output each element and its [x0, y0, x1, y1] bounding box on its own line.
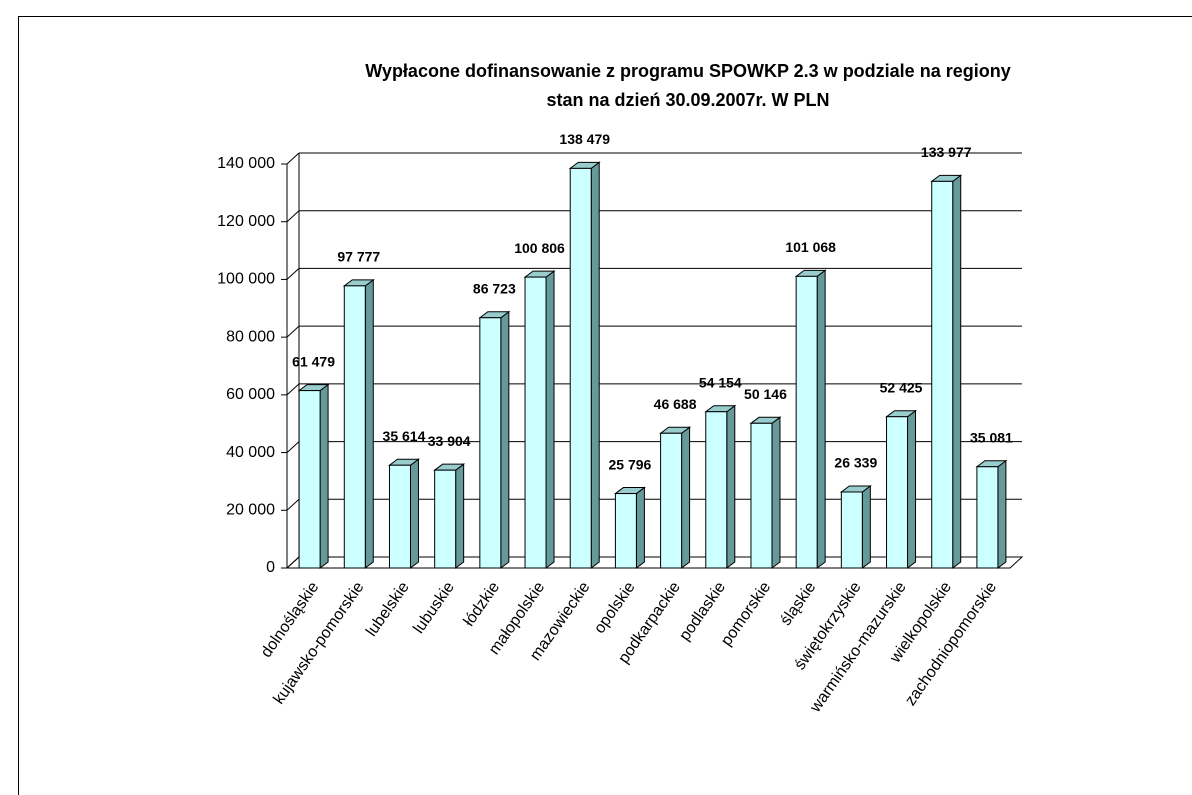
y-tick-label: 100 000 — [217, 271, 275, 288]
bar — [524, 276, 547, 569]
bar — [886, 416, 909, 569]
bar — [976, 466, 999, 569]
y-tick-label: 80 000 — [226, 328, 275, 345]
value-label: 25 796 — [608, 456, 651, 472]
bar-side — [861, 484, 871, 569]
bar — [298, 390, 321, 569]
bar-side — [455, 463, 465, 569]
bar — [750, 422, 773, 569]
value-label: 97 777 — [337, 249, 380, 265]
bar-side — [590, 161, 600, 569]
grid-line-depth — [286, 556, 300, 569]
y-tick-label: 20 000 — [226, 502, 275, 519]
y-tick-label: 0 — [266, 559, 275, 576]
value-label: 86 723 — [473, 280, 516, 296]
chart-title: Wypłacone dofinansowanie z programu SPOW… — [365, 61, 1010, 81]
value-label: 46 688 — [654, 396, 697, 412]
grid-line-depth — [286, 383, 300, 396]
bar-side — [364, 278, 374, 569]
value-label: 33 904 — [428, 433, 471, 449]
bar — [614, 493, 637, 569]
bar — [569, 167, 592, 569]
bar-side — [771, 416, 781, 569]
grid-line-depth — [286, 498, 300, 511]
value-label: 50 146 — [744, 386, 787, 402]
bar-side — [997, 459, 1007, 569]
bar-side — [907, 409, 917, 569]
y-tick-label: 60 000 — [226, 386, 275, 403]
chart-subtitle: stan na dzień 30.09.2007r. W PLN — [546, 90, 829, 110]
bar-side — [409, 458, 419, 569]
bar-side — [952, 174, 962, 569]
bar-side — [319, 383, 329, 569]
bar — [705, 411, 728, 569]
bar-side — [816, 269, 826, 569]
bar-side — [726, 404, 736, 569]
y-tick-label: 120 000 — [217, 213, 275, 230]
bar — [840, 491, 863, 569]
bar — [795, 275, 818, 569]
value-label: 35 081 — [970, 429, 1013, 445]
value-label: 101 068 — [785, 239, 836, 255]
value-label: 138 479 — [559, 131, 610, 147]
bar — [388, 464, 411, 569]
bar — [660, 432, 683, 569]
bar-side — [681, 426, 691, 569]
bar — [434, 469, 457, 569]
chart-frame — [18, 16, 1192, 795]
value-label: 100 806 — [514, 240, 565, 256]
y-tick-label: 40 000 — [226, 444, 275, 461]
bar-side — [500, 310, 510, 569]
value-label: 26 339 — [834, 455, 877, 471]
bar — [931, 180, 954, 569]
grid-line-depth — [286, 268, 300, 280]
value-label: 133 977 — [921, 144, 972, 160]
grid-line-depth — [286, 210, 300, 223]
bar — [343, 285, 366, 569]
value-label: 35 614 — [383, 428, 426, 444]
bar-side — [635, 486, 645, 569]
value-label: 61 479 — [292, 353, 335, 369]
grid-line-depth — [286, 152, 300, 165]
grid-line-depth — [286, 441, 300, 453]
y-tick-label: 140 000 — [217, 155, 275, 172]
grid-line-depth — [286, 325, 300, 338]
value-label: 52 425 — [880, 379, 923, 395]
bar-side — [545, 270, 555, 569]
value-label: 54 154 — [699, 374, 742, 390]
bar — [479, 317, 502, 569]
